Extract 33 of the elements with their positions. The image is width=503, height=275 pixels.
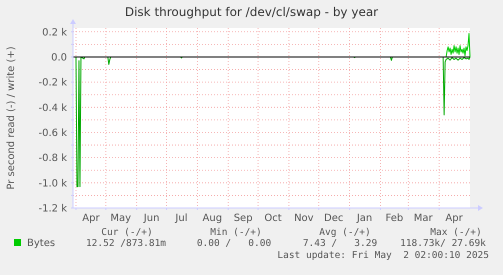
- y-tick-label: 0.0: [51, 52, 67, 64]
- text: Cur (-/+): [101, 227, 153, 238]
- x-tick-label: Sep: [234, 213, 253, 224]
- y-tick-label: -0.2 k: [38, 78, 68, 89]
- y-tick-label: -0.8 k: [38, 153, 68, 164]
- text: Min (-/+): [210, 227, 262, 238]
- y-tick-label: -0.4 k: [38, 102, 68, 114]
- legend-label: Bytes: [27, 238, 56, 249]
- x-tick-label: Oct: [264, 213, 282, 224]
- x-tick-label: May: [110, 213, 132, 224]
- text: Max (-/+): [430, 227, 482, 238]
- x-tick-label: Jul: [174, 213, 188, 224]
- x-tick-label: Mar: [414, 213, 434, 224]
- y-tick-label: -1.2 k: [38, 204, 68, 214]
- y-axis-title: Pr second read (-) / write (+): [6, 46, 17, 190]
- x-tick-label: Dec: [324, 213, 344, 224]
- chart-title: Disk throughput for /dev/cl/swap - by year: [124, 5, 378, 19]
- x-tick-label: Nov: [294, 213, 314, 224]
- text: 7.43 / 3.29: [302, 238, 378, 249]
- x-tick-label: Apr: [82, 213, 100, 224]
- text: Last update: Fri May 2 02:00:10 2025: [277, 250, 489, 261]
- y-tick-label: -0.6 k: [38, 128, 68, 139]
- x-tick-label: Aug: [202, 213, 222, 224]
- y-tick-label: 0.2 k: [42, 27, 68, 38]
- text: 118.73k/ 27.69k: [400, 238, 486, 249]
- x-tick-label: Jun: [142, 213, 160, 224]
- y-tick-label: -1.0 k: [38, 178, 68, 190]
- text: 12.52 /873.81m: [86, 238, 166, 249]
- text: 0.00 / 0.00: [196, 238, 272, 249]
- text: Avg (-/+): [319, 227, 371, 238]
- x-tick-label: Apr: [445, 213, 464, 224]
- x-tick-label: Feb: [386, 213, 404, 224]
- x-tick-label: Jan: [356, 213, 372, 224]
